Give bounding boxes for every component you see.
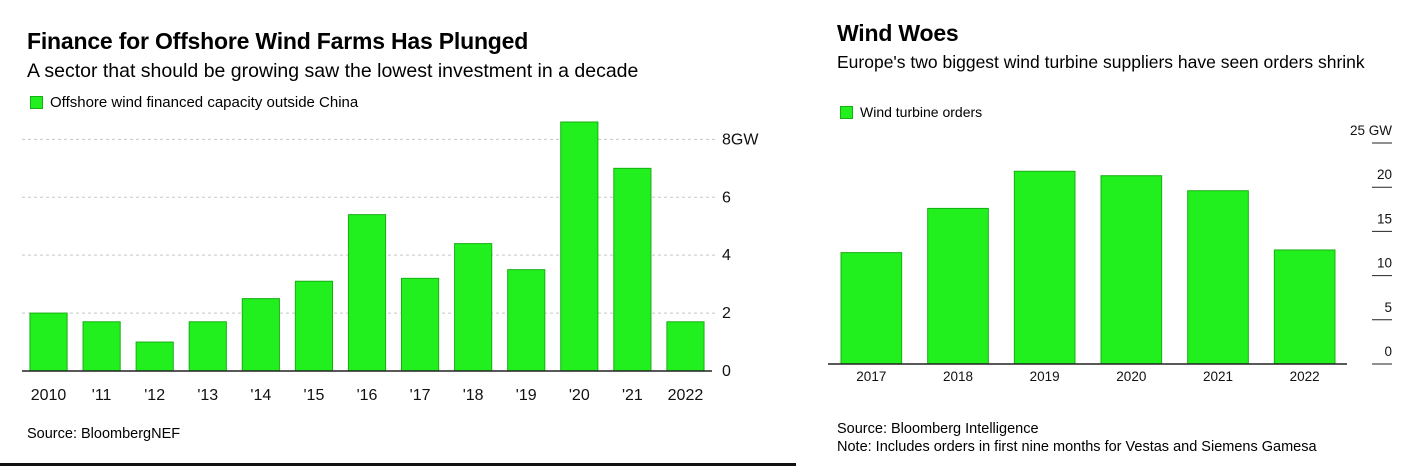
right-chart-source: Source: Bloomberg Intelligence [837,421,1039,437]
right-bar [1273,249,1336,365]
right-chart-panel: Wind Woes Europe's two biggest wind turb… [820,0,1416,466]
left-legend-swatch [30,96,43,109]
left-bar [560,121,599,372]
left-xtick-label: 2022 [668,387,704,404]
left-ytick-label: 2 [722,305,731,322]
left-xtick-label: '20 [569,387,590,404]
left-xtick-label: '14 [250,387,271,404]
right-bar [927,207,989,365]
right-ytick-label: 0 [1384,344,1392,359]
left-ytick-label: 8GW [722,131,759,148]
right-bar [1187,190,1249,365]
left-xtick-label: '15 [303,387,324,404]
left-ytick-label: 6 [722,189,731,206]
left-bar [666,321,705,372]
right-ytick-label: 20 [1377,167,1392,182]
left-xtick-label: 2010 [31,387,67,404]
right-legend-label: Wind turbine orders [860,104,983,120]
left-chart-plot: 0 2 4 6 8GW 2010 '11 '12 '13 '14 '15 '16 '17 '18 '19 '2… [22,121,759,404]
right-legend-swatch [840,105,853,119]
left-xtick-label: '12 [144,387,165,404]
right-bar [1013,170,1076,365]
left-chart-panel: Finance for Offshore Wind Farms Has Plun… [22,28,759,442]
right-chart-note: Note: Includes orders in first nine mont… [837,439,1317,455]
left-ytick-label: 4 [722,247,731,264]
left-chart-legend: Offshore wind financed capacity outside … [30,94,358,111]
left-chart-subtitle: A sector that should be growing saw the … [27,60,639,82]
right-xtick-label: 2020 [1116,369,1146,384]
right-xtick-label: 2018 [943,369,973,384]
left-xtick-label: '16 [357,387,378,404]
right-ytick-label: 10 [1377,256,1392,271]
left-bar [347,214,387,372]
left-legend-label: Offshore wind financed capacity outside … [50,94,359,111]
left-xtick-label: '19 [516,387,537,404]
left-bar [454,243,493,372]
right-chart-legend: Wind turbine orders [840,104,982,120]
right-bar [1100,175,1163,365]
left-ytick-label: 0 [722,363,731,380]
left-chart-source: Source: BloombergNEF [27,426,181,442]
left-xtick-label: '17 [410,387,431,404]
right-xtick-label: 2019 [1030,369,1060,384]
bottom-divider [0,463,796,466]
left-bar [241,298,280,372]
left-bar [613,167,652,372]
right-bar [840,252,903,365]
left-xtick-label: '21 [622,387,643,404]
right-xtick-label: 2022 [1290,369,1320,384]
left-bar [135,341,174,372]
left-chart-title: Finance for Offshore Wind Farms Has Plun… [27,28,529,54]
left-bar [29,312,68,372]
right-chart-title: Wind Woes [837,20,959,46]
right-xtick-label: 2021 [1203,369,1233,384]
left-xtick-label: '18 [463,387,484,404]
left-xtick-label: '13 [197,387,218,404]
left-bar [294,280,334,372]
right-chart-subtitle: Europe's two biggest wind turbine suppli… [837,52,1365,72]
left-xtick-label: '11 [92,387,112,404]
left-bar [507,269,546,372]
right-ytick-label: 25 GW [1350,123,1392,138]
right-chart-plot: 0 5 10 15 20 25 GW 2017 2018 2019 2020 2021 2022 [828,123,1392,384]
right-ytick-label: 5 [1384,300,1392,315]
right-ytick-label: 15 [1377,211,1392,226]
left-bar [82,321,121,372]
right-xtick-label: 2017 [856,369,886,384]
left-bar [401,277,440,372]
left-bar [188,321,227,372]
